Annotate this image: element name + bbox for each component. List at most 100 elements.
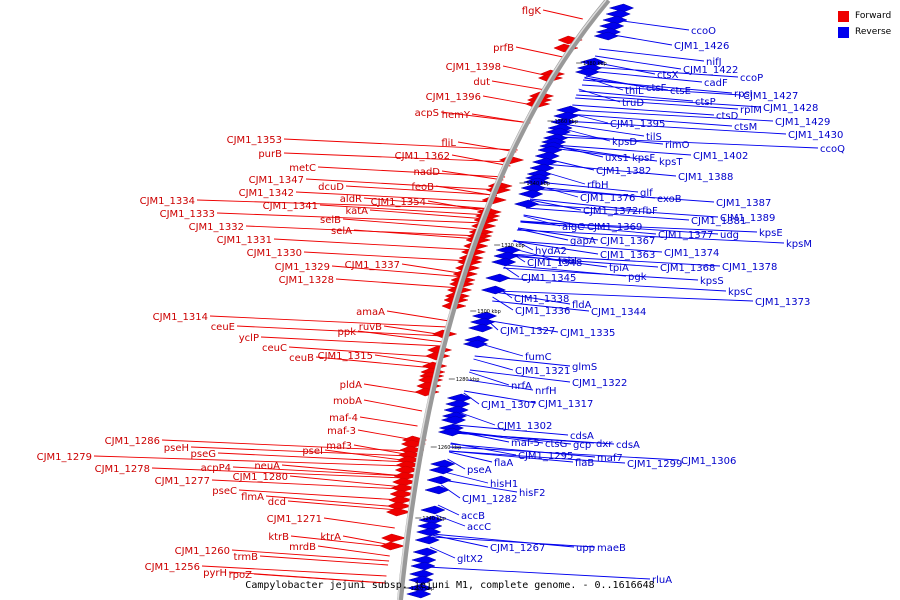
reverse-leader-line (558, 133, 664, 145)
leader-lines (93, 9, 819, 584)
reverse-gene-label: ctsD (716, 111, 739, 122)
forward-leader-line (303, 251, 471, 262)
forward-gene-label: trmB (234, 552, 259, 563)
forward-leader-line (217, 452, 409, 463)
forward-gene-label: CJM1_1331 (217, 235, 272, 246)
forward-gene-label: selA (331, 226, 352, 237)
reverse-leader-line (537, 181, 639, 193)
reverse-leader-line (431, 534, 489, 548)
reverse-gene-label: gapA (570, 236, 596, 247)
reverse-gene-label: CJM1_1327 (500, 326, 555, 337)
reverse-gene-label: CJM1_1344 (591, 307, 646, 318)
forward-gene-arrow (389, 489, 416, 499)
reverse-gene-label: CJM1_1295 (518, 451, 573, 462)
forward-leader-line (151, 467, 406, 479)
tick-label: 1280 kbp (456, 377, 480, 383)
reverse-gene-label: CJM1_1321 (515, 366, 570, 377)
reverse-gene-label: glmS (572, 362, 597, 373)
forward-gene-label: mobA (333, 396, 362, 407)
forward-gene-arrow (387, 501, 413, 511)
forward-gene-label: CJM1_1341 (263, 201, 318, 212)
reverse-gene-arrow (467, 323, 494, 333)
forward-gene-label: hemY (442, 110, 471, 121)
forward-gene-label: yclP (239, 333, 259, 344)
reverse-gene-label: CJM1_1322 (572, 378, 627, 389)
reverse-leader-line (494, 291, 571, 305)
forward-gene-label: flmA (241, 492, 264, 503)
reverse-leader-line (468, 371, 510, 386)
reverse-leader-line (590, 66, 739, 78)
reverse-gene-label: nrfA (511, 381, 532, 392)
forward-gene-label: feoB (411, 182, 434, 193)
reverse-leader-line (449, 446, 680, 461)
forward-leader-line (190, 446, 411, 457)
forward-gene-label: mrdB (289, 542, 316, 553)
reverse-leader-line (495, 290, 754, 302)
forward-gene-label: dcuD (318, 182, 344, 193)
reverse-leader-line (467, 379, 534, 391)
forward-gene-label: CJM1_1332 (189, 222, 244, 233)
forward-gene-arrow (392, 477, 418, 487)
forward-gene-label: ktrB (268, 532, 289, 543)
forward-gene-label: ceuE (211, 322, 235, 333)
reverse-leader-line (533, 188, 715, 203)
reverse-leader-line (516, 229, 785, 244)
genome-backbone-highlight (397, 0, 607, 600)
forward-gene-label: CJM1_1353 (227, 135, 282, 146)
reverse-leader-line (576, 94, 762, 108)
reverse-gene-arrow (412, 547, 438, 557)
forward-gene-arrow (379, 541, 406, 551)
gene-features (379, 3, 635, 599)
reverse-gene-arrow (484, 273, 511, 283)
reverse-gene-label: pseA (467, 465, 492, 476)
reverse-gene-arrow (410, 561, 436, 571)
reverse-leader-line (521, 221, 758, 233)
forward-gene-label: amaA (356, 307, 385, 318)
reverse-leader-line (562, 123, 645, 137)
reverse-leader-line (430, 546, 456, 559)
forward-gene-label: CJM1_1362 (395, 151, 450, 162)
forward-leader-line (260, 336, 441, 347)
forward-gene-arrow (388, 495, 414, 505)
forward-gene-label: aldR (340, 194, 362, 205)
forward-leader-line (359, 416, 418, 427)
forward-gene-arrow (380, 533, 407, 543)
forward-gene-arrow (393, 471, 419, 481)
forward-gene-label: CJM1_1314 (153, 312, 208, 323)
tick-label: 1340 kbp (526, 181, 550, 187)
forward-gene-label: CJM1_1286 (105, 436, 160, 447)
reverse-gene-label: hisH1 (490, 479, 518, 490)
reverse-gene-label: dxr (596, 439, 613, 450)
legend-forward: Forward (838, 8, 891, 24)
forward-gene-label: metC (289, 163, 316, 174)
reverse-gene-label: kpsS (700, 276, 724, 287)
forward-leader-line (542, 9, 583, 20)
reverse-leader-line (584, 76, 624, 91)
forward-swatch (838, 10, 849, 22)
reverse-gene-label: CJM1_1395 (610, 119, 665, 130)
reverse-gene-label: CJM1_1429 (775, 117, 830, 128)
reverse-leader-line (435, 514, 466, 527)
forward-gene-label: katA (345, 206, 368, 217)
forward-leader-line (427, 200, 491, 213)
forward-leader-line (491, 80, 546, 91)
reverse-gene-label: maf-5 (511, 438, 540, 449)
reverse-leader-line (553, 144, 692, 156)
forward-leader-line (253, 573, 386, 584)
forward-gene-label: purB (258, 149, 282, 160)
reverse-gene-arrow (513, 199, 540, 209)
forward-leader-line (345, 185, 497, 196)
forward-leader-line (265, 495, 400, 508)
reverse-gene-label: ctsX (657, 70, 679, 81)
reverse-gene-arrow (517, 189, 544, 199)
reverse-gene-label: CJM1_1378 (722, 262, 777, 273)
reverse-leader-line (463, 392, 480, 405)
reverse-leader-line (426, 566, 651, 580)
forward-leader-line (342, 218, 484, 231)
forward-leader-line (211, 479, 403, 490)
forward-leader-line (238, 489, 401, 501)
forward-gene-label: CJM1_1328 (279, 275, 334, 286)
reverse-gene-arrow (462, 339, 489, 349)
reverse-leader-line (544, 163, 677, 177)
